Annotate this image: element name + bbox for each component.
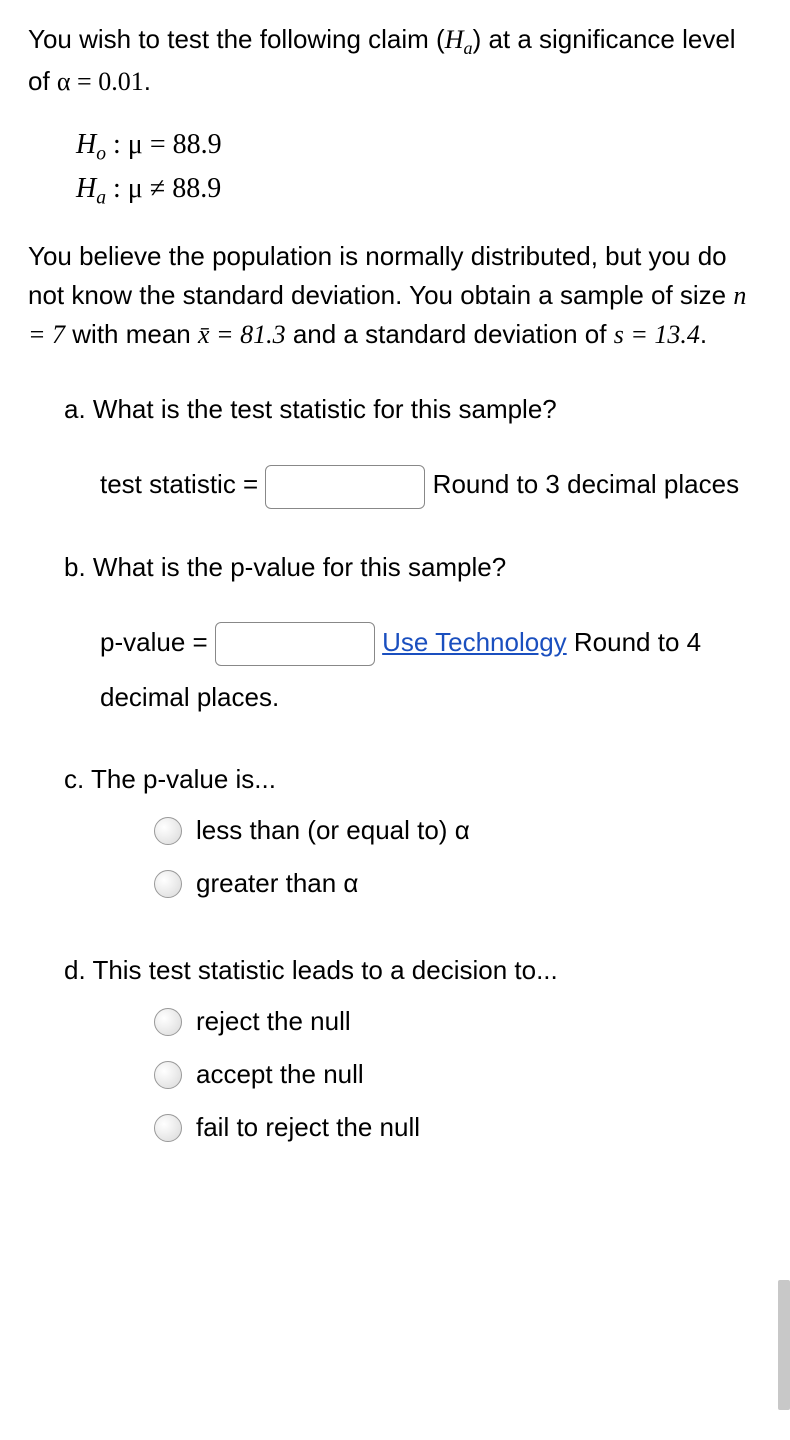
test-statistic-input[interactable] — [265, 465, 425, 509]
qd-option-3-label: fail to reject the null — [196, 1108, 420, 1147]
qd-option-3[interactable]: fail to reject the null — [154, 1108, 762, 1147]
question-b-prompt: b. What is the p-value for this sample? — [64, 548, 762, 587]
question-c-options: less than (or equal to) α greater than α — [154, 811, 762, 903]
qd-option-2[interactable]: accept the null — [154, 1055, 762, 1094]
intro-part1: You wish to test the following claim ( — [28, 24, 445, 54]
scrollbar[interactable] — [778, 1280, 790, 1410]
question-d-prompt: d. This test statistic leads to a decisi… — [64, 951, 762, 990]
qc-option-1-label: less than (or equal to) α — [196, 811, 470, 850]
qc-option-2-label: greater than α — [196, 864, 358, 903]
qc-option-1[interactable]: less than (or equal to) α — [154, 811, 762, 850]
question-b: b. What is the p-value for this sample? … — [64, 548, 762, 724]
question-a-answer: test statistic = Round to 3 decimal plac… — [100, 457, 762, 512]
intro-Ha: Ha — [445, 25, 473, 54]
question-d: d. This test statistic leads to a decisi… — [64, 951, 762, 1147]
test-statistic-label: test statistic = — [100, 469, 265, 499]
null-hypothesis: Ho : μ = 88.9 — [76, 125, 762, 169]
radio-icon[interactable] — [154, 1008, 182, 1036]
question-a-prompt: a. What is the test statistic for this s… — [64, 390, 762, 429]
question-c: c. The p-value is... less than (or equal… — [64, 760, 762, 903]
intro-text: You wish to test the following claim (Ha… — [28, 20, 762, 101]
qd-option-1[interactable]: reject the null — [154, 1002, 762, 1041]
alt-hypothesis: Ha : μ ≠ 88.9 — [76, 169, 762, 213]
radio-icon[interactable] — [154, 1061, 182, 1089]
use-technology-link[interactable]: Use Technology — [382, 627, 567, 657]
intro-period: . — [144, 66, 151, 96]
radio-icon[interactable] — [154, 870, 182, 898]
question-d-options: reject the null accept the null fail to … — [154, 1002, 762, 1147]
qd-option-1-label: reject the null — [196, 1002, 351, 1041]
question-b-answer: p-value = Use Technology Round to 4 deci… — [100, 615, 762, 724]
radio-icon[interactable] — [154, 817, 182, 845]
question-a: a. What is the test statistic for this s… — [64, 390, 762, 512]
hypotheses-block: Ho : μ = 88.9 Ha : μ ≠ 88.9 — [76, 125, 762, 213]
intro-alpha: α = 0.01 — [57, 67, 144, 96]
test-statistic-hint: Round to 3 decimal places — [425, 469, 739, 499]
pvalue-label: p-value = — [100, 627, 215, 657]
pvalue-input[interactable] — [215, 622, 375, 666]
context-text: You believe the population is normally d… — [28, 237, 762, 354]
question-c-prompt: c. The p-value is... — [64, 760, 762, 799]
radio-icon[interactable] — [154, 1114, 182, 1142]
qc-option-2[interactable]: greater than α — [154, 864, 762, 903]
qd-option-2-label: accept the null — [196, 1055, 364, 1094]
